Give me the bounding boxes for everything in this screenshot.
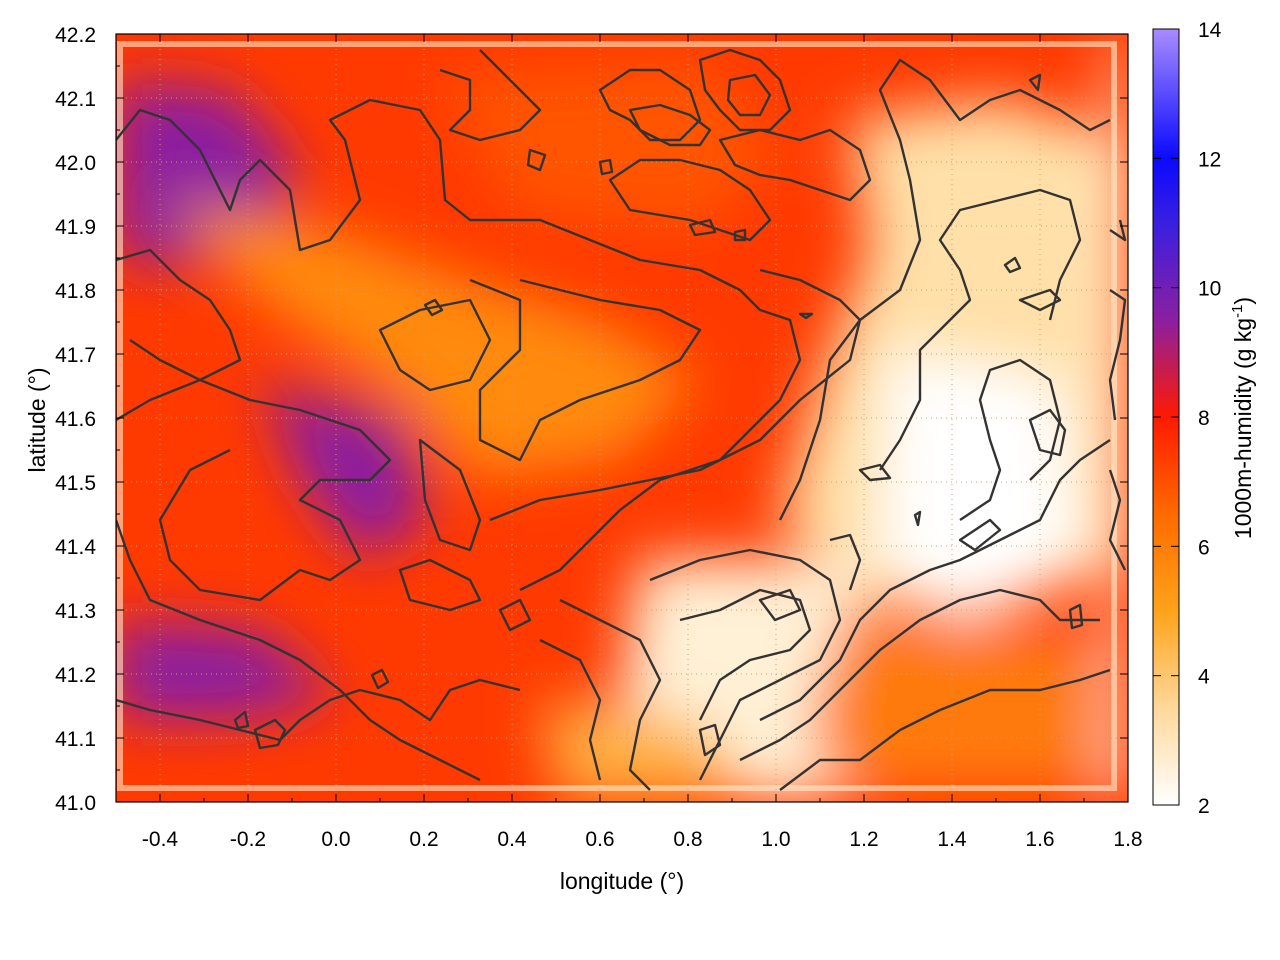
y-axis-label: latitude (°) — [24, 367, 50, 472]
contour-line — [116, 98, 802, 592]
y-tick-label: 41.8 — [55, 280, 96, 303]
x-tick-label: 0.4 — [497, 828, 527, 851]
contour-line — [1108, 469, 1127, 571]
y-tick-label: 41.1 — [55, 728, 96, 751]
contour-line — [718, 128, 872, 202]
y-tick-label: 41.4 — [55, 536, 96, 559]
colorbar-label-suffix: ) — [1230, 297, 1256, 305]
contour-line — [1108, 289, 1127, 421]
contour-line — [598, 158, 614, 176]
x-tick-label: 1.8 — [1113, 828, 1142, 851]
colorbar-tick-label: 8 — [1198, 407, 1210, 430]
y-tick-label: 41.9 — [55, 216, 96, 239]
contour-line — [469, 278, 702, 462]
y-axis: 41.0 41.1 41.2 41.3 41.4 41.5 41.6 41.7 41.8 41.9… — [55, 24, 1128, 815]
contour-line — [698, 723, 722, 757]
contour-line — [959, 358, 1062, 521]
x-tick-label: 1.0 — [761, 828, 790, 851]
contour-line — [779, 668, 1111, 791]
x-tick-label: 1.4 — [937, 828, 967, 851]
contour-line — [1028, 73, 1042, 92]
contour-line — [739, 588, 1100, 762]
contour-line — [1028, 408, 1067, 457]
contour-line — [1109, 219, 1127, 242]
contour-line — [829, 533, 862, 591]
x-tick-label: 0.8 — [673, 828, 702, 851]
contour-line — [759, 439, 1111, 722]
contour-line — [598, 68, 702, 142]
contour-line — [958, 518, 1002, 552]
colorbar: 2 4 6 8 10 12 14 1000m-humidity (g kg-1) — [1152, 19, 1256, 818]
contour-line — [539, 638, 602, 781]
x-tick-label: -0.4 — [142, 828, 179, 851]
contour-line — [726, 73, 772, 117]
contour-line — [233, 710, 250, 730]
contour-line — [913, 510, 922, 527]
y-tick-label: 42.2 — [55, 24, 96, 47]
contour-line — [398, 558, 482, 612]
x-tick-label: 0.6 — [585, 828, 614, 851]
terrain-contours — [116, 48, 1127, 791]
contour-line — [1068, 603, 1084, 630]
x-axis-label: longitude (°) — [560, 868, 684, 894]
contour-line — [116, 519, 481, 782]
contour-line — [1018, 288, 1062, 312]
colorbar-tick-label: 4 — [1198, 666, 1210, 689]
colorbar-label-superscript: -1 — [1229, 305, 1246, 318]
colorbar-tick-label: 10 — [1198, 278, 1221, 301]
x-tick-label: 0.2 — [409, 828, 438, 851]
y-tick-label: 41.7 — [55, 344, 96, 367]
colorbar-ticks: 2 4 6 8 10 12 14 — [1153, 19, 1222, 818]
contour-line — [879, 188, 1082, 471]
colorbar-tick-label: 6 — [1198, 536, 1210, 559]
contour-line — [526, 148, 547, 172]
contour-line — [116, 378, 392, 602]
x-tick-label: 0.0 — [321, 828, 350, 851]
colorbar-tick-label: 2 — [1198, 795, 1210, 818]
x-tick-label: -0.2 — [230, 828, 266, 851]
contour-line — [253, 718, 287, 750]
y-tick-label: 41.2 — [55, 664, 96, 687]
x-axis: -0.4 -0.2 0.0 0.2 0.4 0.6 0.8 1.0 1.2 1.4 1.6 1.8 — [115, 34, 1143, 851]
contour-line — [733, 228, 747, 242]
contour-line — [858, 463, 892, 482]
contour-line — [688, 218, 717, 237]
contour-line — [489, 268, 862, 522]
contour-line — [418, 438, 482, 552]
y-tick-label: 42.1 — [55, 88, 96, 111]
y-tick-label: 41.3 — [55, 600, 96, 623]
grid-lines — [116, 34, 1128, 802]
contour-line — [778, 58, 1111, 521]
contour-line — [649, 548, 842, 781]
contour-line — [679, 588, 812, 721]
y-tick-label: 42.0 — [55, 152, 96, 175]
contour-line — [608, 158, 772, 242]
contour-line — [116, 678, 521, 742]
colorbar-tick-label: 14 — [1198, 19, 1222, 42]
contour-line — [798, 312, 814, 320]
colorbar-label: 1000m-humidity (g kg-1) — [1229, 297, 1256, 539]
contour-line — [698, 48, 792, 132]
contour-line — [628, 103, 712, 147]
contour-line — [439, 49, 542, 142]
contour-line — [1003, 256, 1022, 274]
contour-line — [423, 298, 444, 317]
contour-line — [498, 598, 532, 632]
contour-line — [370, 668, 390, 690]
colorbar-tick-label: 12 — [1198, 148, 1221, 171]
contour-line — [559, 598, 662, 791]
y-tick-label: 41.0 — [55, 792, 96, 815]
colorbar-label-main: 1000m-humidity (g kg — [1230, 318, 1256, 539]
contour-line — [116, 248, 242, 382]
y-tick-label: 41.6 — [55, 408, 96, 431]
x-tick-label: 1.6 — [1025, 828, 1054, 851]
y-tick-label: 41.5 — [55, 472, 96, 495]
contour-line — [758, 588, 802, 622]
x-tick-label: 1.2 — [849, 828, 878, 851]
